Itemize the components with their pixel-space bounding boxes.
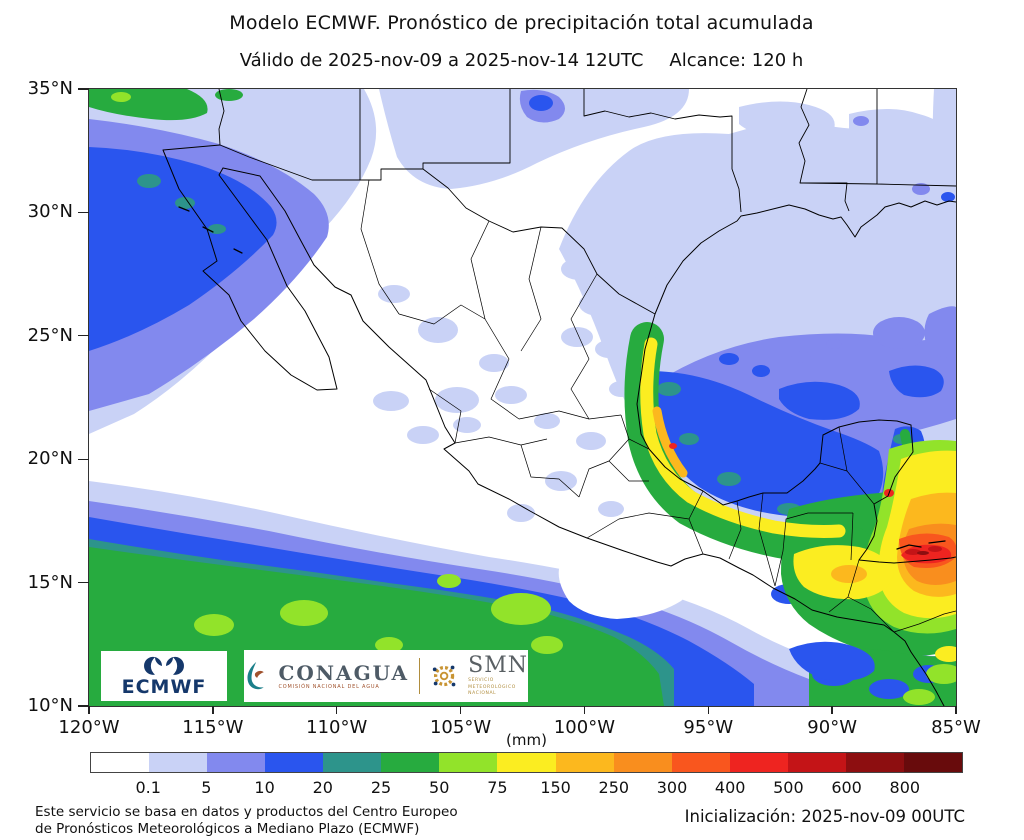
x-axis-tick-label: 120°W: [58, 717, 120, 738]
colorbar-cell: [555, 753, 614, 772]
x-axis-tick-label: 105°W: [429, 717, 492, 738]
colorbar-cell: [323, 753, 382, 772]
colorbar-cell: [845, 753, 904, 772]
x-axis-tickmark: [88, 706, 90, 714]
colorbar-cell: [439, 753, 498, 772]
colorbar-tick-label: 300: [656, 778, 688, 797]
x-axis-tick-label: 95°W: [683, 717, 734, 738]
ecmwf-logo-label: ECMWF: [121, 676, 207, 698]
colorbar-units-label: (mm): [506, 731, 547, 749]
subtitle-forecast-length: Alcance: 120 h: [669, 50, 804, 71]
y-axis-tick-label: 20°N: [27, 448, 73, 470]
page-subtitle: Válido de 2025-nov-09 a 2025-nov-14 12UT…: [88, 50, 955, 71]
colorbar-tick-label: 25: [370, 778, 392, 797]
smn-logo-label: SMN: [468, 653, 528, 679]
x-axis-tickmark: [955, 706, 957, 714]
disclaimer-line-2: de Pronósticos Meteorológicos a Mediano …: [35, 820, 420, 837]
x-axis-tickmark: [707, 706, 709, 714]
colorbar-tick-label: 0.1: [135, 778, 161, 797]
y-axis-tick-label: 15°N: [27, 571, 73, 593]
colorbar-cell: [91, 753, 150, 772]
map-plot-area: ECMWF CONAGUA COMISIÓN NACIONAL DEL AGUA…: [28, 78, 981, 738]
colorbar-cell: [613, 753, 672, 772]
colorbar-cell: [149, 753, 208, 772]
smn-icon: [432, 665, 456, 687]
x-axis-tick-label: 115°W: [182, 717, 244, 738]
x-axis-tickmark: [459, 706, 462, 714]
conagua-icon: [247, 661, 264, 690]
initialization-label: Inicialización: 2025-nov-09 00UTC: [684, 807, 965, 826]
x-axis-tick-label: 100°W: [553, 717, 615, 738]
colorbar-tick-label: 20: [312, 778, 333, 797]
y-axis-tick-label: 25°N: [27, 324, 73, 346]
y-axis-tickmark: [78, 458, 89, 460]
y-axis-tickmark: [78, 581, 89, 584]
y-axis-tick-label: 35°N: [27, 78, 73, 100]
colorbar-tick-label: 150: [540, 778, 571, 797]
colorbar: 0.1 5 10 20 25 50 75 150 250 300 400 500 600 800: [90, 752, 963, 797]
colorbar-cell: [497, 753, 556, 772]
ecmwf-logo: ECMWF: [101, 651, 227, 701]
x-axis-tickmark: [583, 706, 586, 714]
y-axis-tick-label: 10°N: [27, 695, 73, 717]
y-axis-tickmark: [78, 211, 89, 214]
disclaimer-line-1: Este servicio se basa en datos y product…: [35, 804, 458, 820]
x-axis-tick-label: 90°W: [807, 717, 857, 738]
x-axis-tickmark: [831, 706, 833, 714]
conagua-logo-sublabel: COMISIÓN NACIONAL DEL AGUA: [278, 683, 380, 690]
colorbar-tick-label: 5: [201, 778, 212, 797]
x-axis-tickmark: [212, 706, 214, 714]
colorbar-tick-label: 600: [831, 778, 862, 797]
ecmwf-icon: [144, 656, 184, 675]
colorbar-tick-label: 800: [889, 778, 921, 797]
page-title: Modelo ECMWF. Pronóstico de precipitació…: [229, 12, 814, 34]
colorbar-cell: [207, 753, 266, 772]
smn-logo-sublabel-2: METEOROLÓGICO: [468, 684, 516, 690]
x-axis-tick-label: 85°W: [931, 717, 981, 738]
precipitation-map: [89, 89, 956, 706]
subtitle-valid-range: Válido de 2025-nov-09 a 2025-nov-14 12UT…: [239, 50, 644, 71]
colorbar-tick-label: 250: [598, 778, 630, 797]
colorbar-cell: [903, 753, 962, 772]
colorbar-cells: [90, 752, 963, 773]
colorbar-tick-label: 50: [429, 778, 450, 797]
logo-separator: [419, 658, 420, 694]
y-axis-tickmark: [78, 88, 89, 90]
colorbar-cell: [787, 753, 846, 772]
y-axis-tickmark: [78, 705, 89, 707]
colorbar-tick-label: 500: [773, 778, 804, 797]
conagua-logo-label: CONAGUA: [278, 660, 409, 685]
smn-logo-sublabel-3: NACIONAL: [468, 691, 497, 697]
colorbar-tick-label: 400: [714, 778, 746, 797]
x-axis-tickmark: [336, 706, 338, 714]
y-axis-tick-label: 30°N: [27, 201, 73, 223]
colorbar-tick-label: 10: [254, 778, 275, 797]
conagua-smn-logo: CONAGUA COMISIÓN NACIONAL DEL AGUA SMN S…: [244, 650, 528, 702]
colorbar-cell: [381, 753, 440, 772]
colorbar-tick-label: 75: [487, 778, 508, 797]
y-axis-tickmark: [78, 335, 89, 337]
colorbar-cell: [729, 753, 788, 772]
x-axis-tick-label: 110°W: [306, 717, 368, 738]
colorbar-cell: [671, 753, 730, 772]
colorbar-cell: [265, 753, 324, 772]
smn-logo-sublabel-1: SERVICIO: [468, 678, 494, 684]
service-disclaimer: Este servicio se basa en datos y product…: [35, 804, 458, 838]
